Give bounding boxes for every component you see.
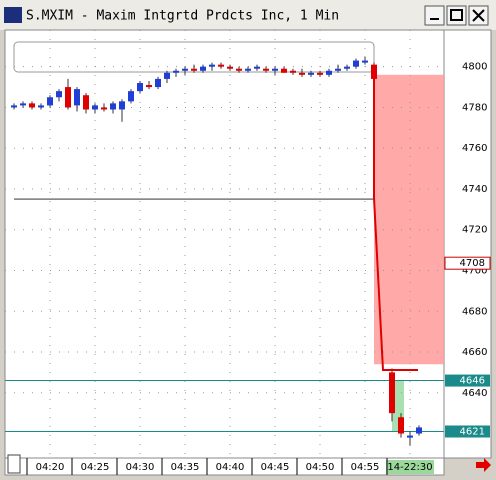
candle-body	[407, 435, 413, 438]
candle-body	[20, 103, 26, 106]
candle-body	[317, 72, 323, 75]
y-tick-label: 4660	[462, 347, 487, 358]
close-icon	[472, 9, 485, 22]
candle-body	[11, 105, 17, 108]
x-tick-label: 04:45	[261, 462, 290, 473]
candle-body	[326, 70, 332, 75]
scroll-right-arrow[interactable]	[476, 458, 491, 472]
candle-body	[308, 72, 314, 75]
x-tick-label: 04:25	[81, 462, 110, 473]
y-tick-label: 4700	[462, 265, 487, 276]
y-tick-label: 4640	[462, 388, 487, 399]
candle-body	[398, 417, 404, 434]
candle-body	[335, 68, 341, 71]
maximize-button[interactable]	[446, 5, 467, 26]
minimize-button[interactable]	[424, 5, 445, 26]
price-axis	[443, 29, 492, 459]
candle-body	[218, 64, 224, 67]
candle-body	[362, 60, 368, 63]
price-tag-label: 4621	[460, 427, 485, 438]
candle-body	[137, 82, 143, 92]
y-tick-label: 4800	[462, 62, 487, 73]
candle-body	[47, 97, 53, 106]
candle-body	[110, 103, 116, 110]
x-tick-label: 04:50	[306, 462, 335, 473]
candle-body	[281, 68, 287, 73]
candle-body	[389, 372, 395, 414]
candle-body	[371, 64, 377, 79]
candle-body	[290, 70, 296, 73]
candle-body	[200, 66, 206, 71]
candle-body	[101, 107, 107, 110]
candle-body	[38, 105, 44, 108]
x-tick-label: 04:40	[216, 462, 245, 473]
title-bar	[0, 0, 496, 30]
x-tick-label: 04:30	[126, 462, 155, 473]
candle-body	[83, 95, 89, 110]
candle-body	[416, 427, 422, 434]
candle-body	[272, 68, 278, 71]
candle-body	[128, 91, 134, 102]
candle-body	[74, 89, 80, 106]
price-tag-label: 4708	[460, 258, 485, 269]
candle-body	[263, 68, 269, 71]
candle-body	[164, 72, 170, 79]
zone	[374, 74, 444, 365]
y-tick-label: 4780	[462, 102, 487, 113]
y-tick-label: 4740	[462, 184, 487, 195]
price-line	[373, 76, 418, 371]
price-tag	[445, 374, 490, 387]
price-tag	[444, 256, 491, 270]
candle-body	[245, 68, 251, 71]
x-tick-label: 14-22:30	[387, 462, 432, 473]
window-title: S.MXIM - Maxim Intgrtd Prdcts Inc, 1 Min	[26, 9, 339, 24]
candle-body	[191, 68, 197, 71]
candle-body	[29, 103, 35, 108]
x-tick-highlight	[386, 460, 434, 474]
x-tick-label: 04:20	[36, 462, 65, 473]
candle-body	[209, 64, 215, 67]
candle-body	[173, 70, 179, 73]
candle-body	[344, 66, 350, 69]
x-tick-label: 04:35	[171, 462, 200, 473]
candle-body	[227, 66, 233, 69]
price-tag-label: 4646	[460, 376, 485, 387]
maximize-icon	[450, 9, 463, 21]
time-axis	[4, 457, 445, 476]
candle-body	[155, 78, 161, 88]
window-buttons[interactable]	[424, 5, 489, 26]
y-tick-label: 4760	[462, 143, 487, 154]
candle-body	[182, 68, 188, 71]
y-tick-label: 4680	[462, 306, 487, 317]
candle-body	[353, 60, 359, 67]
candle-body	[119, 101, 125, 110]
candle-body	[65, 87, 71, 108]
candle-body	[299, 72, 305, 75]
x-tick-label: 04:55	[351, 462, 380, 473]
candle-body	[92, 105, 98, 110]
candle-body	[254, 66, 260, 69]
candle-body	[146, 85, 152, 88]
price-tag	[445, 425, 490, 438]
app-icon	[4, 7, 22, 23]
candle-body	[56, 91, 62, 98]
y-tick-label: 4720	[462, 225, 487, 236]
scroll-box[interactable]	[7, 454, 21, 474]
candle-body	[236, 68, 242, 71]
